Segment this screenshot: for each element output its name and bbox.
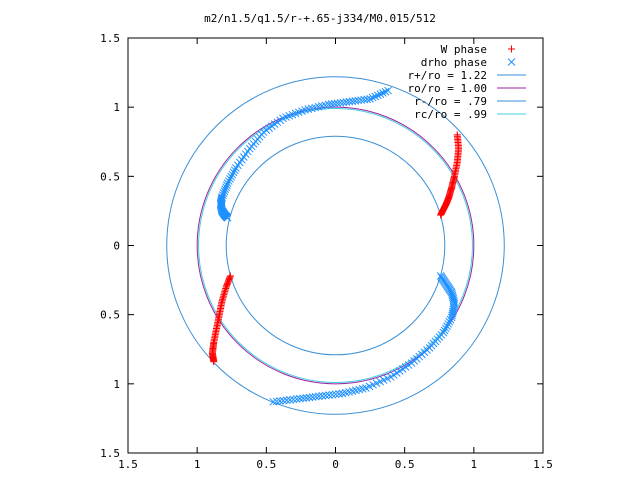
x-tick-label: 1.5 xyxy=(118,458,138,471)
y-tick-label: 0.5 xyxy=(100,309,120,322)
drho-phase-point xyxy=(447,313,456,322)
chart-title: m2/n1.5/q1.5/r-+.65-j334/M0.015/512 xyxy=(204,12,436,25)
drho-phase-point xyxy=(447,288,456,297)
drho-phase-point xyxy=(379,89,387,97)
drho-phase-point xyxy=(376,90,385,98)
x-axis: 1.5 1 0.5 0 0.5 1 1.5 xyxy=(118,38,553,471)
drho-phase-point xyxy=(448,290,456,298)
y-axis: 1.5 1 0.5 0 0.5 1 1.5 xyxy=(100,32,543,460)
legend-label: drho phase xyxy=(421,56,487,69)
drho-phase-point xyxy=(302,394,311,402)
x-tick-label: 1 xyxy=(194,458,201,471)
y-tick-label: 0.5 xyxy=(100,170,120,183)
x-tick-label: 1.5 xyxy=(533,458,553,471)
drho-phase-point xyxy=(219,189,228,197)
drho-phase-point xyxy=(292,395,301,403)
radius-circle-1 xyxy=(166,76,505,415)
drho-phase-point xyxy=(446,315,455,324)
drho-phase-point xyxy=(308,393,317,401)
y-tick-label: 1 xyxy=(113,101,120,114)
legend-label: r+/ro = 1.22 xyxy=(408,69,487,82)
drho-phase-point xyxy=(441,324,450,333)
drho-phase-point xyxy=(222,181,231,190)
y-tick-label: 1.5 xyxy=(100,32,120,45)
radius-circle-4 xyxy=(198,108,473,383)
drho-phase-point xyxy=(381,87,390,96)
drho-phase-point xyxy=(269,397,278,406)
radius-circle-2 xyxy=(196,106,475,385)
drho-phase-point xyxy=(440,326,449,335)
drho-phase-point xyxy=(223,179,232,188)
drho-phase-point xyxy=(445,317,454,326)
x-tick-label: 0 xyxy=(332,458,339,471)
drho-phase-point xyxy=(384,86,392,95)
w-phase-point xyxy=(437,211,445,219)
radius-circle-3 xyxy=(225,135,446,356)
drho-phase-point xyxy=(289,395,298,404)
y-tick-label: 0 xyxy=(113,240,120,253)
drho-phase-point xyxy=(449,295,458,303)
drho-phase-point xyxy=(448,291,457,300)
drho-phase-point xyxy=(223,213,232,222)
drho-phase-point xyxy=(338,389,347,398)
drho-phase-point xyxy=(321,391,330,400)
drho-phase-point xyxy=(331,390,340,399)
drho-phase-point xyxy=(226,175,234,183)
drho-phase-point xyxy=(371,92,380,101)
drho-phase-point xyxy=(232,164,240,172)
legend-label: r-/ro = .79 xyxy=(414,95,487,108)
legend-label: W phase xyxy=(441,43,487,56)
drho-phase-point xyxy=(286,395,294,404)
drho-phase-point xyxy=(227,172,236,181)
legend-marker-sample xyxy=(508,45,515,53)
drho-phase-point xyxy=(318,392,327,400)
drho-phase-point xyxy=(368,93,377,102)
drho-phase-point xyxy=(296,394,304,403)
drho-phase-point xyxy=(335,390,343,398)
drho-phase-point xyxy=(220,187,229,196)
drho-phase-point xyxy=(325,391,333,399)
drho-phase-point xyxy=(443,322,451,330)
x-tick-label: 0.5 xyxy=(256,458,276,471)
drho-phase-point xyxy=(229,168,238,177)
drho-phase-point xyxy=(449,293,457,302)
drho-phase-point xyxy=(224,177,233,185)
drho-phase-point xyxy=(315,392,323,401)
y-tick-label: 1.5 xyxy=(100,447,120,460)
drho-phase-point xyxy=(279,396,288,405)
y-tick-label: 1 xyxy=(113,378,120,391)
drho-phase-point xyxy=(305,393,314,402)
w-phase-point xyxy=(210,358,218,366)
legend-marker-sample xyxy=(507,58,516,66)
points-layer xyxy=(208,86,463,406)
legend-label: rc/ro = .99 xyxy=(414,108,487,121)
drho-phase-point xyxy=(311,392,320,401)
drho-phase-point xyxy=(448,311,456,320)
drho-phase-point xyxy=(327,100,336,108)
drho-phase-point xyxy=(272,397,281,406)
drho-phase-point xyxy=(230,166,239,175)
drho-phase-point xyxy=(282,396,291,405)
drho-phase-point xyxy=(328,390,337,399)
drho-phase-point xyxy=(299,394,307,403)
drho-phase-point xyxy=(228,170,237,179)
drho-phase-point xyxy=(222,183,230,192)
x-tick-label: 0.5 xyxy=(395,458,415,471)
circle-layer xyxy=(166,76,505,415)
drho-phase-point xyxy=(221,185,230,194)
drho-phase-point xyxy=(444,320,452,328)
x-tick-label: 1 xyxy=(471,458,478,471)
legend-label: ro/ro = 1.00 xyxy=(408,82,487,95)
drho-phase-point xyxy=(276,397,284,405)
drho-phase-point xyxy=(373,91,382,100)
